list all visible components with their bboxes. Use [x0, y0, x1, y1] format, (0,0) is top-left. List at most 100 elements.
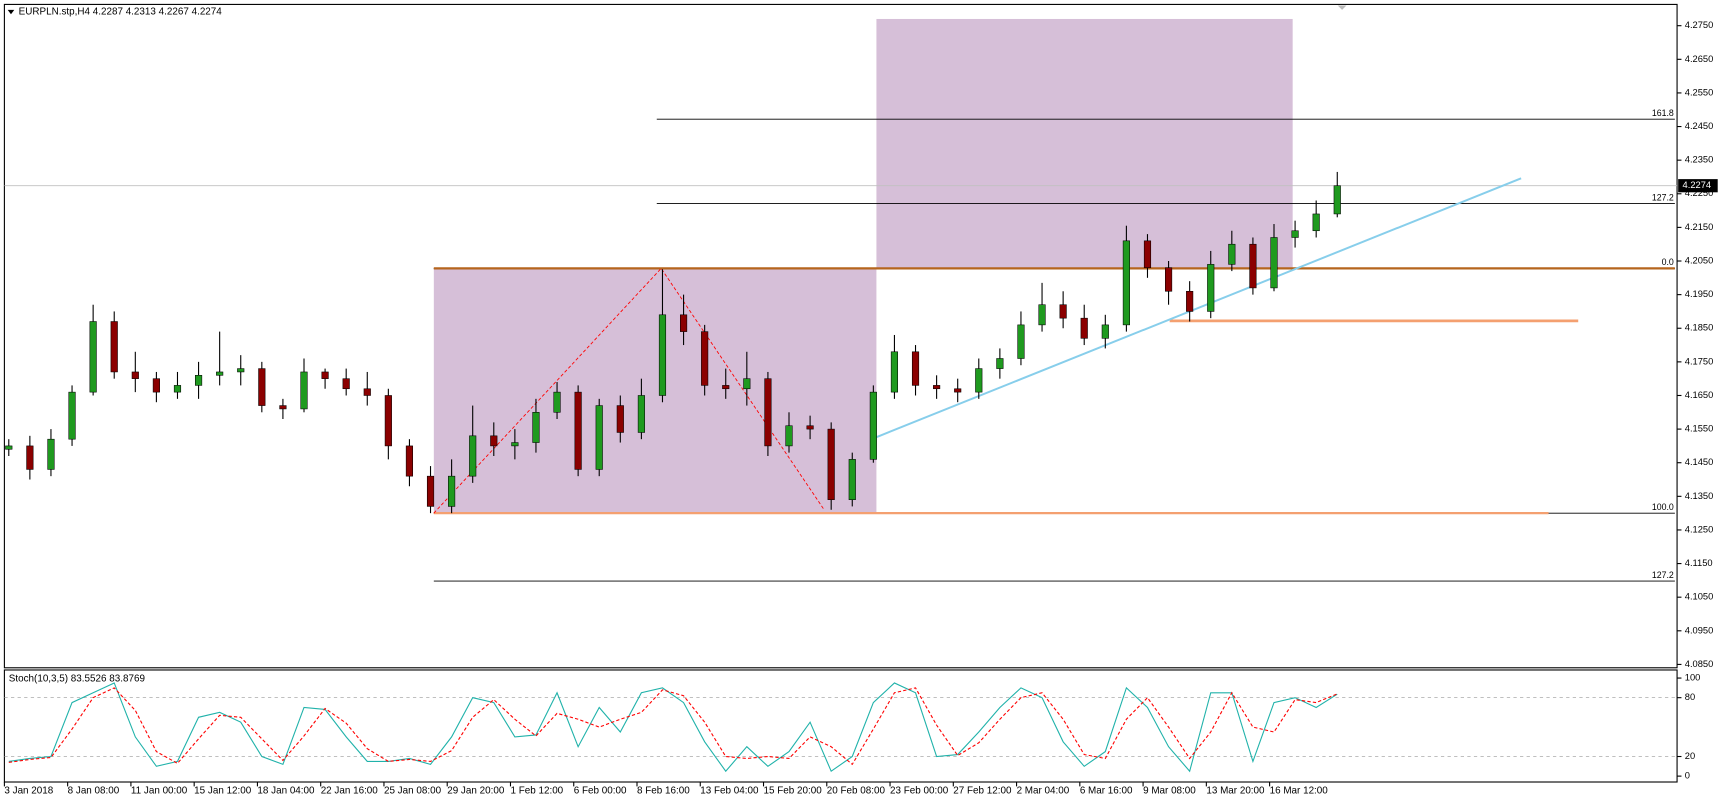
candle-body	[469, 435, 477, 477]
fibo-label: 100.0	[1652, 502, 1674, 512]
candle-body	[89, 321, 97, 393]
candle-body	[110, 321, 118, 373]
y-tick-label: 4.1850	[1685, 323, 1714, 333]
fibo-label: 127.2	[1652, 570, 1674, 580]
y-tick-label: 4.2450	[1685, 121, 1714, 131]
y-tick-label: 4.1250	[1685, 524, 1714, 534]
candle-body	[701, 331, 709, 386]
chart-title: EURPLN.stp,H4 4.2287 4.2313 4.2267 4.227…	[19, 7, 223, 18]
x-tick-label: 3 Jan 2018	[4, 785, 53, 796]
candle-body	[616, 405, 624, 433]
candle-body	[216, 371, 224, 376]
candle-body	[764, 378, 772, 447]
candle-body	[363, 388, 371, 396]
candle-body	[954, 388, 962, 393]
candle-body	[342, 378, 350, 390]
x-tick-label: 25 Jan 08:00	[384, 785, 442, 796]
candle-body	[933, 385, 941, 390]
y-tick-label: 4.0850	[1685, 659, 1714, 669]
y-tick-label: 4.1450	[1685, 457, 1714, 467]
x-tick-label: 8 Feb 16:00	[637, 785, 690, 796]
candle-body	[869, 391, 877, 460]
x-tick-label: 11 Jan 00:00	[131, 785, 188, 796]
trend-line	[876, 177, 1522, 439]
candle-body	[26, 445, 34, 470]
x-tick-label: 20 Feb 08:00	[827, 785, 886, 796]
candle-body	[194, 375, 203, 386]
candle-body	[679, 314, 688, 332]
x-tick-label: 15 Jan 12:00	[194, 785, 252, 796]
candle-body	[384, 395, 392, 447]
y-tick-label: 4.0950	[1685, 625, 1714, 635]
x-tick-label: 29 Jan 20:00	[447, 785, 505, 796]
candle-body	[827, 428, 835, 500]
candle-body	[722, 385, 730, 390]
y-tick-label: 4.2050	[1685, 255, 1714, 265]
candle-body	[426, 475, 435, 507]
candle-body	[996, 358, 1004, 369]
x-tick-label: 22 Jan 16:00	[321, 785, 379, 796]
candle-body	[743, 378, 751, 390]
candle-body	[595, 405, 603, 470]
candle-body	[237, 368, 245, 373]
last-price-label: 4.2274	[1683, 180, 1712, 190]
y-tick-label: 4.2350	[1685, 155, 1714, 165]
candle-body	[1017, 324, 1025, 359]
fibo-label: 0.0	[1662, 257, 1674, 267]
drawings-front	[5, 171, 1522, 514]
candle-body	[553, 391, 561, 413]
x-tick-label: 18 Jan 04:00	[257, 785, 315, 796]
x-tick-label: 6 Mar 16:00	[1080, 785, 1133, 796]
stoch-tick-label: 100	[1685, 673, 1701, 683]
candle-body	[911, 351, 920, 386]
fibo-label: 161.8	[1652, 108, 1674, 118]
candle-body	[490, 435, 498, 447]
stoch-title: Stoch(10,3,5) 83.5526 83.8769	[9, 673, 146, 684]
collapse-arrow	[7, 9, 15, 15]
candle-body	[47, 438, 55, 470]
zone	[876, 18, 1293, 269]
candle-body	[785, 425, 793, 447]
x-tick-label: 13 Mar 20:00	[1206, 785, 1265, 796]
x-tick-label: 27 Feb 12:00	[953, 785, 1012, 796]
y-tick-label: 4.2750	[1685, 20, 1714, 30]
stoch-tick-label: 0	[1685, 771, 1690, 781]
candle-body	[1312, 213, 1320, 232]
last-price-box	[1678, 179, 1718, 193]
x-tick-label: 1 Feb 12:00	[510, 785, 563, 796]
candle-body	[448, 475, 456, 507]
stoch-tick-label: 20	[1685, 751, 1695, 761]
candle-body	[152, 378, 160, 393]
y-tick-label: 4.2250	[1685, 188, 1714, 198]
candle-body	[258, 368, 266, 406]
x-tick-label: 6 Feb 00:00	[574, 785, 627, 796]
candle-body	[5, 445, 13, 450]
y-tick-label: 4.1550	[1685, 424, 1714, 434]
stoch-line	[8, 687, 1338, 766]
candle-body	[1101, 324, 1109, 339]
candle-body	[300, 371, 308, 410]
candle-body	[1164, 267, 1173, 292]
y-tick-label: 4.1750	[1685, 356, 1714, 366]
candle-body	[1228, 243, 1236, 265]
candle-body	[806, 425, 814, 430]
stoch-tick-label: 80	[1685, 692, 1695, 702]
candle-body	[511, 442, 519, 447]
y-tick-label: 4.1950	[1685, 289, 1714, 299]
y-tick-label: 4.1650	[1685, 390, 1714, 400]
candle-body	[574, 391, 582, 470]
stoch-line	[8, 682, 1338, 773]
candle-body	[1249, 243, 1257, 289]
y-tick-label: 4.1150	[1685, 558, 1713, 568]
candle-body	[848, 459, 856, 500]
y-tick-label: 4.2150	[1685, 222, 1714, 232]
candle-body	[1186, 290, 1194, 312]
candle-body	[131, 371, 139, 379]
x-tick-label: 23 Feb 00:00	[890, 785, 949, 796]
scroll-marker	[1337, 5, 1347, 10]
fibo-label: 127.2	[1652, 192, 1674, 202]
candle-body	[1207, 264, 1215, 312]
y-tick-label: 4.2550	[1685, 87, 1714, 97]
